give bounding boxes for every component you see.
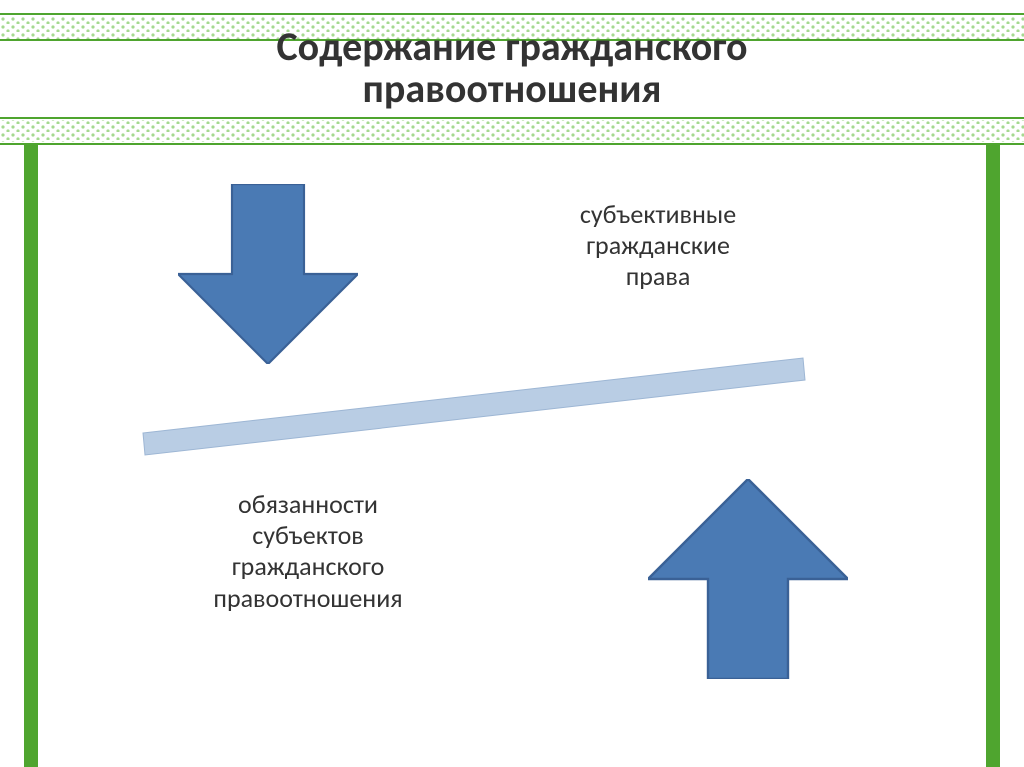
arrow-down-icon: [178, 184, 358, 364]
left-green-column: [24, 144, 38, 767]
arrow-up-icon: [648, 479, 848, 679]
content-area: субъективные гражданские права обязаннос…: [38, 144, 986, 767]
slide-title: Содержание гражданского правоотношения: [0, 26, 1024, 110]
label-subjective-rights: субъективные гражданские права: [513, 199, 803, 293]
label-subject-duties: обязанности субъектов гражданского право…: [158, 489, 458, 614]
title-line2: правоотношения: [363, 64, 662, 113]
header-bottom-band: [0, 116, 1024, 146]
slide: Содержание гражданского правоотношения с…: [0, 0, 1024, 767]
right-green-column: [986, 144, 1000, 767]
